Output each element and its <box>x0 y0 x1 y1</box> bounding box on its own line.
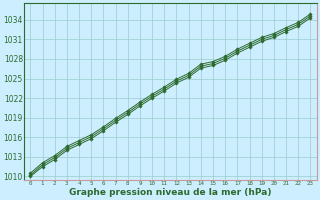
X-axis label: Graphe pression niveau de la mer (hPa): Graphe pression niveau de la mer (hPa) <box>69 188 272 197</box>
